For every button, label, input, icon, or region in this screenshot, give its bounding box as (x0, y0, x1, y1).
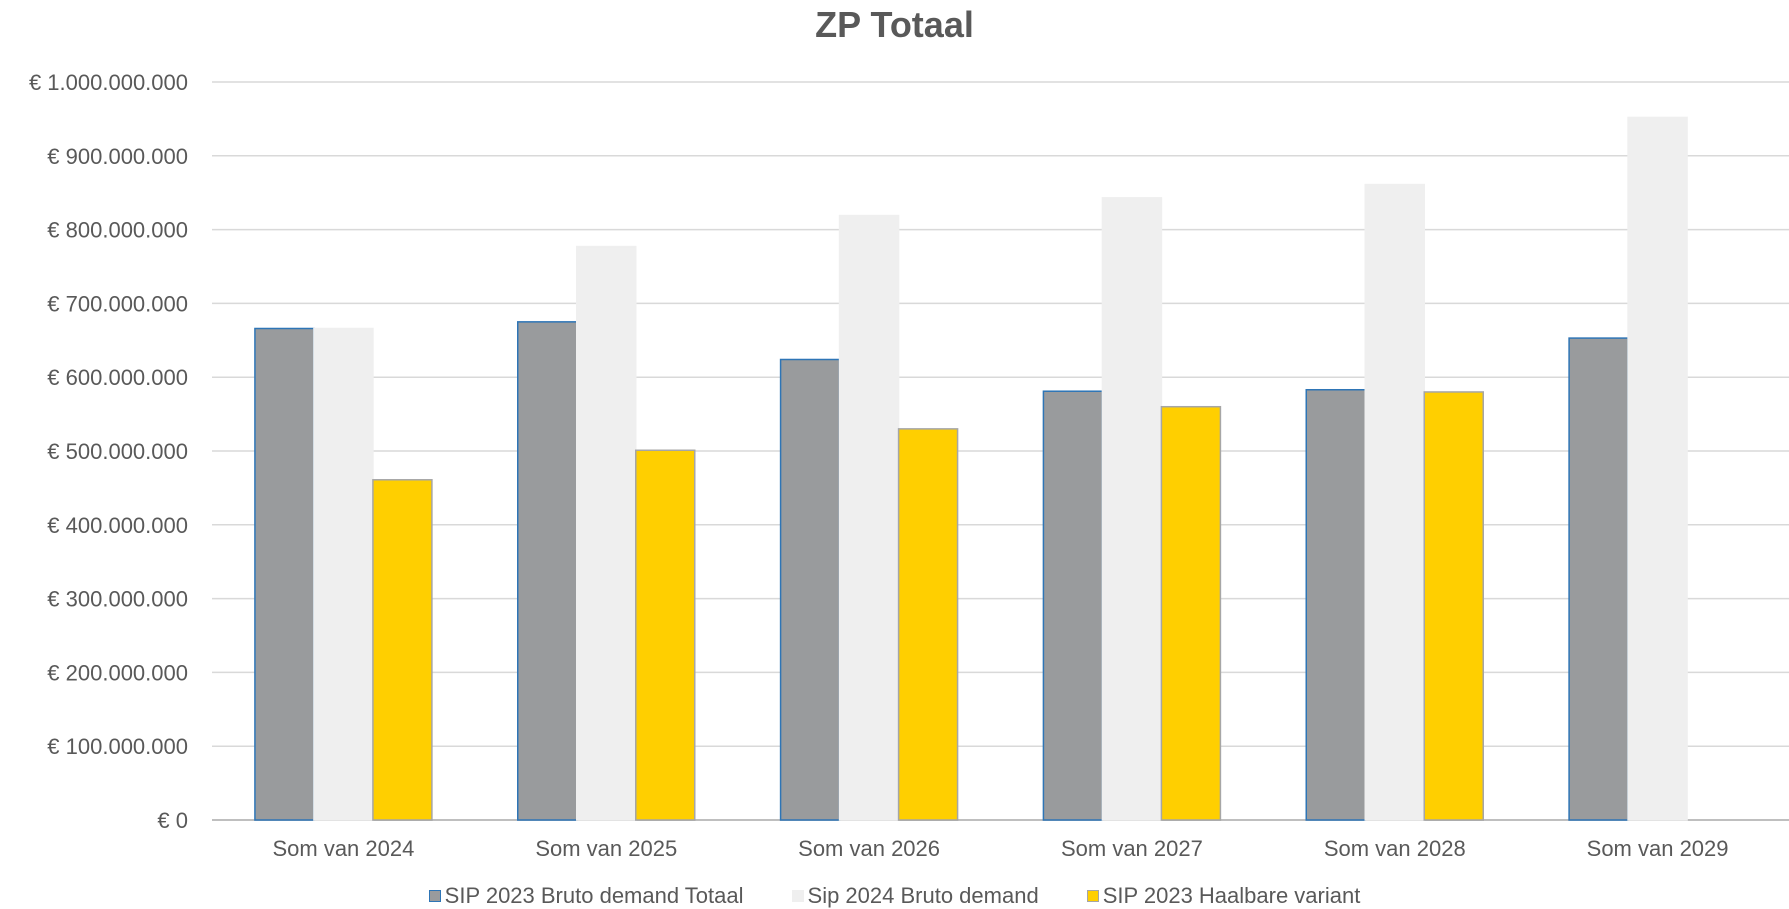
legend-item: Sip 2024 Bruto demand (791, 882, 1039, 909)
bars (254, 116, 1688, 821)
legend-item: SIP 2023 Haalbare variant (1086, 882, 1361, 909)
y-tick-label: € 300.000.000 (47, 587, 188, 612)
y-tick-label: € 400.000.000 (47, 513, 188, 538)
x-tick-label: Som van 2029 (1587, 836, 1729, 861)
gridlines (212, 81, 1789, 821)
x-tick-label: Som van 2027 (1061, 836, 1203, 861)
bar-series-1-6 (1568, 337, 1629, 821)
bar-series-2-6 (1627, 116, 1688, 821)
x-tick-label: Som van 2024 (272, 836, 414, 861)
bar-series-2-1 (313, 327, 374, 821)
x-tick-label: Som van 2025 (535, 836, 677, 861)
x-tick-label: Som van 2028 (1324, 836, 1466, 861)
x-tick-label: Som van 2026 (798, 836, 940, 861)
legend: SIP 2023 Bruto demand Totaal Sip 2024 Bru… (0, 882, 1789, 909)
y-tick-label: € 500.000.000 (47, 439, 188, 464)
legend-label: SIP 2023 Bruto demand Totaal (444, 882, 744, 908)
bar-series-3-2 (635, 449, 696, 821)
bar-series-2-4 (1101, 197, 1163, 821)
bar-series-1-4 (1042, 390, 1104, 821)
y-tick-label: € 1.000.000.000 (29, 70, 188, 95)
bar-series-3-3 (897, 428, 959, 821)
chart-title: ZP Totaal (815, 4, 974, 45)
bar-series-3-4 (1160, 405, 1222, 821)
y-tick-label: € 800.000.000 (47, 218, 188, 243)
y-tick-label: € 0 (157, 808, 188, 833)
legend-label: SIP 2023 Haalbare variant (1102, 882, 1361, 908)
bar-series-1-5 (1305, 388, 1366, 821)
y-tick-label: € 100.000.000 (47, 734, 188, 759)
axes: € 0 € 100.000.000 € 200.000.000 € 300.000.0… (29, 70, 1729, 861)
bar-series-2-3 (838, 214, 900, 821)
bar-series-3-1 (372, 479, 433, 821)
bar-series-1-2 (517, 321, 578, 821)
bar-series-1-1 (254, 327, 315, 821)
y-tick-label: € 700.000.000 (47, 291, 188, 316)
bar-series-1-3 (779, 358, 841, 821)
legend-swatch (791, 889, 804, 902)
bar-series-2-2 (576, 245, 637, 821)
legend-item: SIP 2023 Bruto demand Totaal (428, 882, 744, 909)
y-tick-label: € 900.000.000 (47, 144, 188, 169)
bar-series-2-5 (1364, 183, 1425, 821)
y-tick-label: € 600.000.000 (47, 365, 188, 390)
y-tick-label: € 200.000.000 (47, 660, 188, 685)
legend-swatch (1086, 889, 1099, 902)
legend-swatch (428, 889, 441, 902)
bar-series-3-5 (1423, 391, 1484, 821)
legend-label: Sip 2024 Bruto demand (807, 882, 1039, 908)
